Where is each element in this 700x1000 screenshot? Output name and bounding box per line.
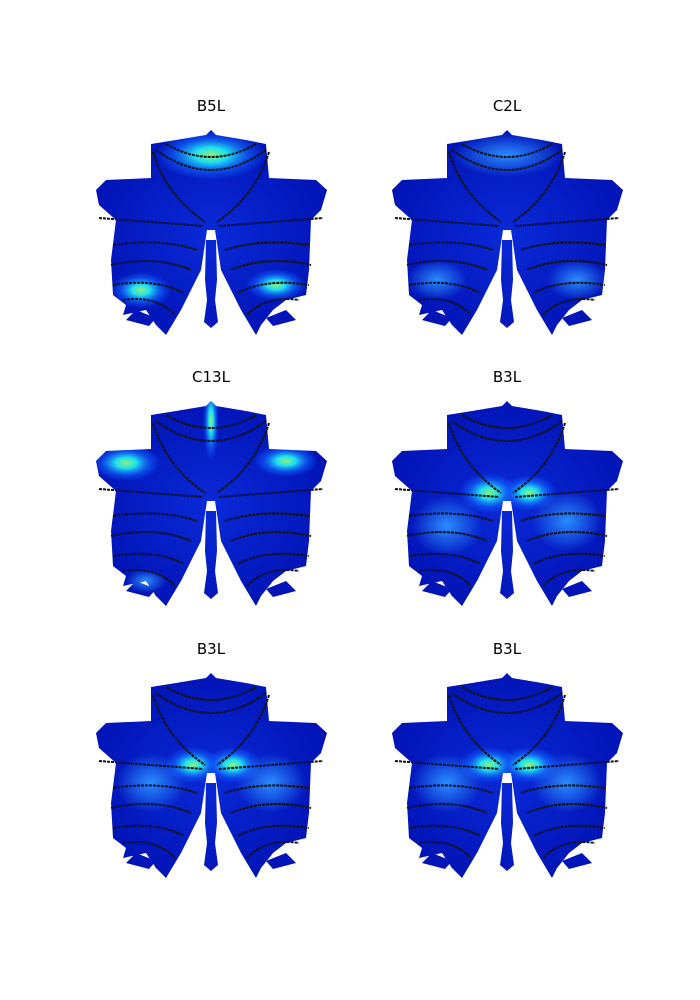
panel: B3L — [392, 368, 623, 606]
panel-title: B3L — [197, 640, 226, 658]
panel-title: C2L — [493, 97, 522, 115]
panel-title: C13L — [192, 368, 231, 386]
panel-title: B3L — [493, 640, 522, 658]
flatmap — [392, 130, 623, 335]
panel: C13L — [96, 368, 327, 606]
panel: B5L — [96, 97, 327, 335]
panel: C2L — [392, 97, 623, 335]
flatmap — [96, 673, 327, 878]
panel-title: B3L — [493, 368, 522, 386]
flatmap — [392, 401, 623, 606]
flatmap — [96, 130, 327, 335]
flatmap — [392, 673, 623, 878]
panel-title: B5L — [197, 97, 226, 115]
panel: B3L — [96, 640, 327, 878]
flatmap — [96, 401, 327, 606]
panel: B3L — [392, 640, 623, 878]
